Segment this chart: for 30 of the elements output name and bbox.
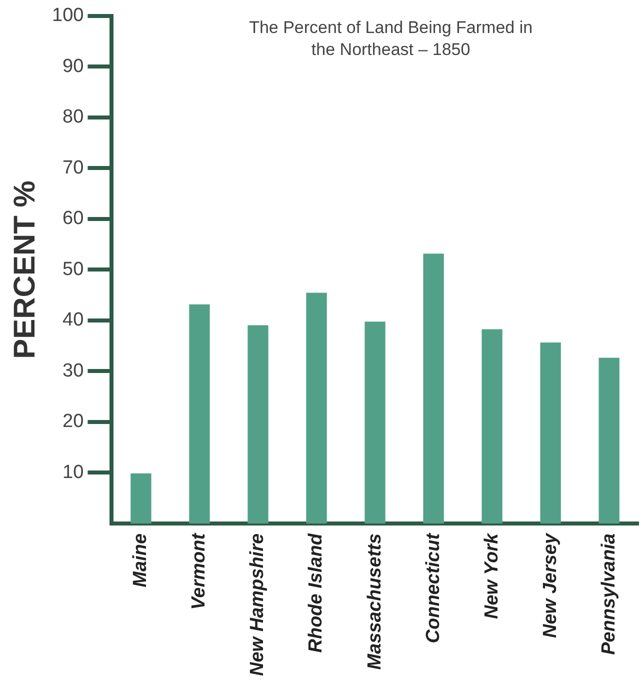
y-tick-label: 60	[62, 208, 84, 230]
y-tick-label: 100	[52, 5, 84, 26]
y-tick-label: 80	[62, 106, 84, 128]
y-tick-label: 20	[62, 411, 84, 432]
bar	[189, 304, 210, 524]
y-tick-label: 10	[62, 462, 84, 483]
bar	[598, 358, 620, 524]
y-axis-title: PERCENT %	[8, 180, 42, 359]
bar	[364, 322, 386, 524]
x-tick-label: Rhode Island	[306, 533, 327, 653]
x-tick-label: Vermont	[188, 532, 210, 610]
bar	[306, 292, 327, 524]
y-tick-label: 50	[62, 258, 84, 280]
bar	[540, 342, 561, 524]
y-tick-label: 30	[62, 360, 84, 382]
x-tick-label: Maine	[130, 533, 152, 588]
y-tick-label: 90	[62, 56, 84, 77]
y-tick-label: 70	[62, 157, 84, 178]
bar	[248, 325, 268, 524]
x-tick-label: Massachusetts	[364, 533, 386, 670]
y-tick-label: 40	[62, 310, 84, 331]
x-tick-label: New York	[481, 532, 502, 619]
x-tick-label: New Hampshire	[247, 533, 268, 676]
bar	[423, 254, 444, 524]
bar	[482, 329, 502, 524]
text: The Percent of Land Being Farmed in the Northeast – 1850	[249, 18, 533, 60]
x-tick-label: Connecticut	[422, 532, 444, 644]
x-tick-label: Pennsylvania	[598, 533, 620, 655]
bar	[130, 473, 152, 524]
x-tick-label: New Jersey	[540, 532, 561, 638]
